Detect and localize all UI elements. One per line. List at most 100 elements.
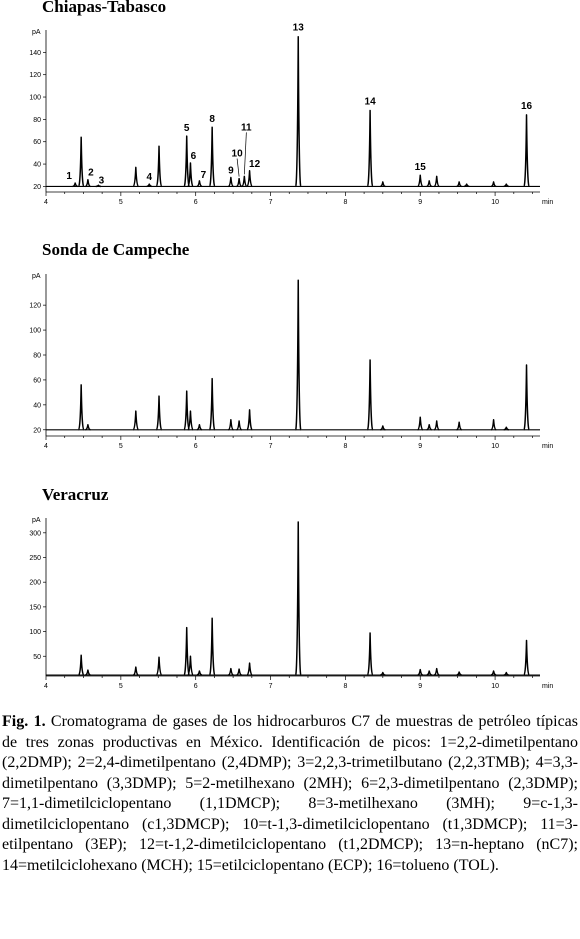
chromatogram-peak [156, 656, 163, 676]
chromatogram-peak [146, 183, 152, 188]
chromatogram-peak [294, 279, 302, 431]
chromatogram-peak [456, 181, 462, 188]
x-tick-label: 5 [119, 683, 123, 690]
chromatogram-peak [228, 667, 234, 676]
y-tick-label: 20 [33, 427, 41, 434]
chromatogram-peak [426, 424, 432, 431]
x-tick-label: 6 [194, 683, 198, 690]
chromatogram-peak [208, 617, 216, 676]
x-tick-label: 7 [269, 199, 273, 206]
x-tick-label: 8 [343, 683, 347, 690]
chromatogram-peak [246, 409, 253, 431]
chromatogram-peak [187, 410, 194, 431]
x-tick-label: 6 [194, 199, 198, 206]
x-tick-label: 4 [44, 443, 48, 450]
chromatogram-peak [503, 426, 509, 431]
chromatogram-peak [241, 175, 248, 188]
chromatogram-peak [490, 419, 497, 431]
peak-label: 2 [88, 168, 94, 179]
peak-label: 1 [66, 171, 72, 182]
chromatogram-peak [236, 668, 242, 676]
chromatogram-peak [183, 390, 191, 431]
chromatogram-peak [85, 669, 91, 676]
chromatogram-peak [523, 639, 530, 676]
x-tick-label: 5 [119, 443, 123, 450]
x-tick-label: 8 [343, 443, 347, 450]
figure-caption: Fig. 1. Cromatograma de gases de los hid… [2, 712, 578, 876]
chromatogram-peak [426, 180, 432, 188]
chromatogram-veracruz: pA 50 100 150 200 250 300 4 5 6 7 8 9 10 min [29, 517, 553, 690]
chromatogram-peak [417, 174, 424, 188]
y-tick-label: 60 [33, 139, 41, 146]
chromatogram-peak [85, 424, 91, 431]
y-axis-unit-label: pA [32, 29, 41, 36]
peak-label: 12 [249, 159, 261, 170]
chromatogram-peak [228, 176, 234, 188]
peak-label: 11 [241, 122, 252, 133]
y-tick-label: 120 [29, 303, 41, 310]
chromatogram-peak [196, 180, 203, 188]
y-tick-label: 250 [29, 555, 41, 562]
chromatogram-peak [85, 178, 91, 188]
y-tick-label: 80 [33, 117, 41, 124]
chromatogram-peak [463, 183, 470, 188]
chromatogram-peak [196, 424, 203, 431]
chromatogram-peak [366, 632, 374, 676]
chromatogram-peak [132, 410, 139, 431]
x-axis-unit-label: min [542, 443, 553, 450]
chromatogram-peak [503, 183, 509, 188]
peak-label: 14 [365, 96, 377, 107]
y-tick-label: 80 [33, 353, 41, 360]
chromatogram-peak [72, 182, 78, 188]
x-tick-label: 10 [491, 683, 499, 690]
chromatogram-peak [433, 175, 440, 188]
chromatogram-peak [246, 170, 253, 188]
chromatogram-peak [132, 166, 139, 188]
chromatogram-peak [294, 35, 302, 188]
chromatogram-peak [246, 662, 253, 676]
peak-label-leader [243, 132, 247, 175]
peak-label: 15 [415, 162, 427, 173]
chromatogram-peak [236, 177, 242, 188]
x-tick-label: 9 [418, 683, 422, 690]
x-axis-unit-label: min [542, 199, 553, 206]
peak-label: 9 [228, 165, 234, 176]
x-tick-label: 9 [418, 199, 422, 206]
y-tick-label: 40 [33, 402, 41, 409]
chromatogram-peak [294, 521, 302, 676]
chromatogram-peak [456, 671, 462, 676]
y-tick-label: 300 [29, 530, 41, 537]
chromatogram-peak [417, 668, 423, 676]
chart-title-veracruz: Veracruz [42, 485, 109, 504]
chromatogram-peak [366, 359, 374, 431]
chromatogram-peak [196, 670, 203, 676]
peak-label-leader [236, 158, 240, 177]
chromatogram-peak [187, 162, 194, 188]
x-tick-label: 5 [119, 199, 123, 206]
x-tick-label: 10 [491, 443, 499, 450]
y-tick-label: 120 [29, 72, 41, 79]
chromatogram-peak [187, 655, 194, 676]
chromatogram-sonda-de-campeche: pA 20 40 60 80 100 120 4 5 6 7 8 9 10 min [29, 273, 553, 450]
chromatogram-peak [183, 626, 191, 676]
x-tick-label: 7 [269, 683, 273, 690]
peak-label: 6 [191, 151, 197, 162]
chromatogram-peak [77, 136, 85, 188]
chromatogram-peak [490, 181, 497, 188]
y-tick-label: 100 [29, 629, 41, 636]
y-axis-unit-label: pA [32, 517, 41, 524]
chromatogram-peak [417, 416, 424, 431]
peak-label: 8 [209, 114, 215, 125]
x-axis-unit-label: min [542, 683, 553, 690]
chromatogram-peak [380, 425, 386, 431]
x-tick-label: 6 [194, 443, 198, 450]
y-tick-label: 140 [29, 50, 41, 57]
chromatogram-peak [77, 384, 85, 431]
chromatogram-peak [503, 671, 509, 676]
chromatogram-peak [155, 145, 163, 188]
x-tick-label: 4 [44, 199, 48, 206]
chromatogram-peak [523, 114, 530, 188]
chart-title-chiapas-tabasco: Chiapas-Tabasco [42, 0, 167, 16]
chromatogram-peak [366, 109, 374, 188]
